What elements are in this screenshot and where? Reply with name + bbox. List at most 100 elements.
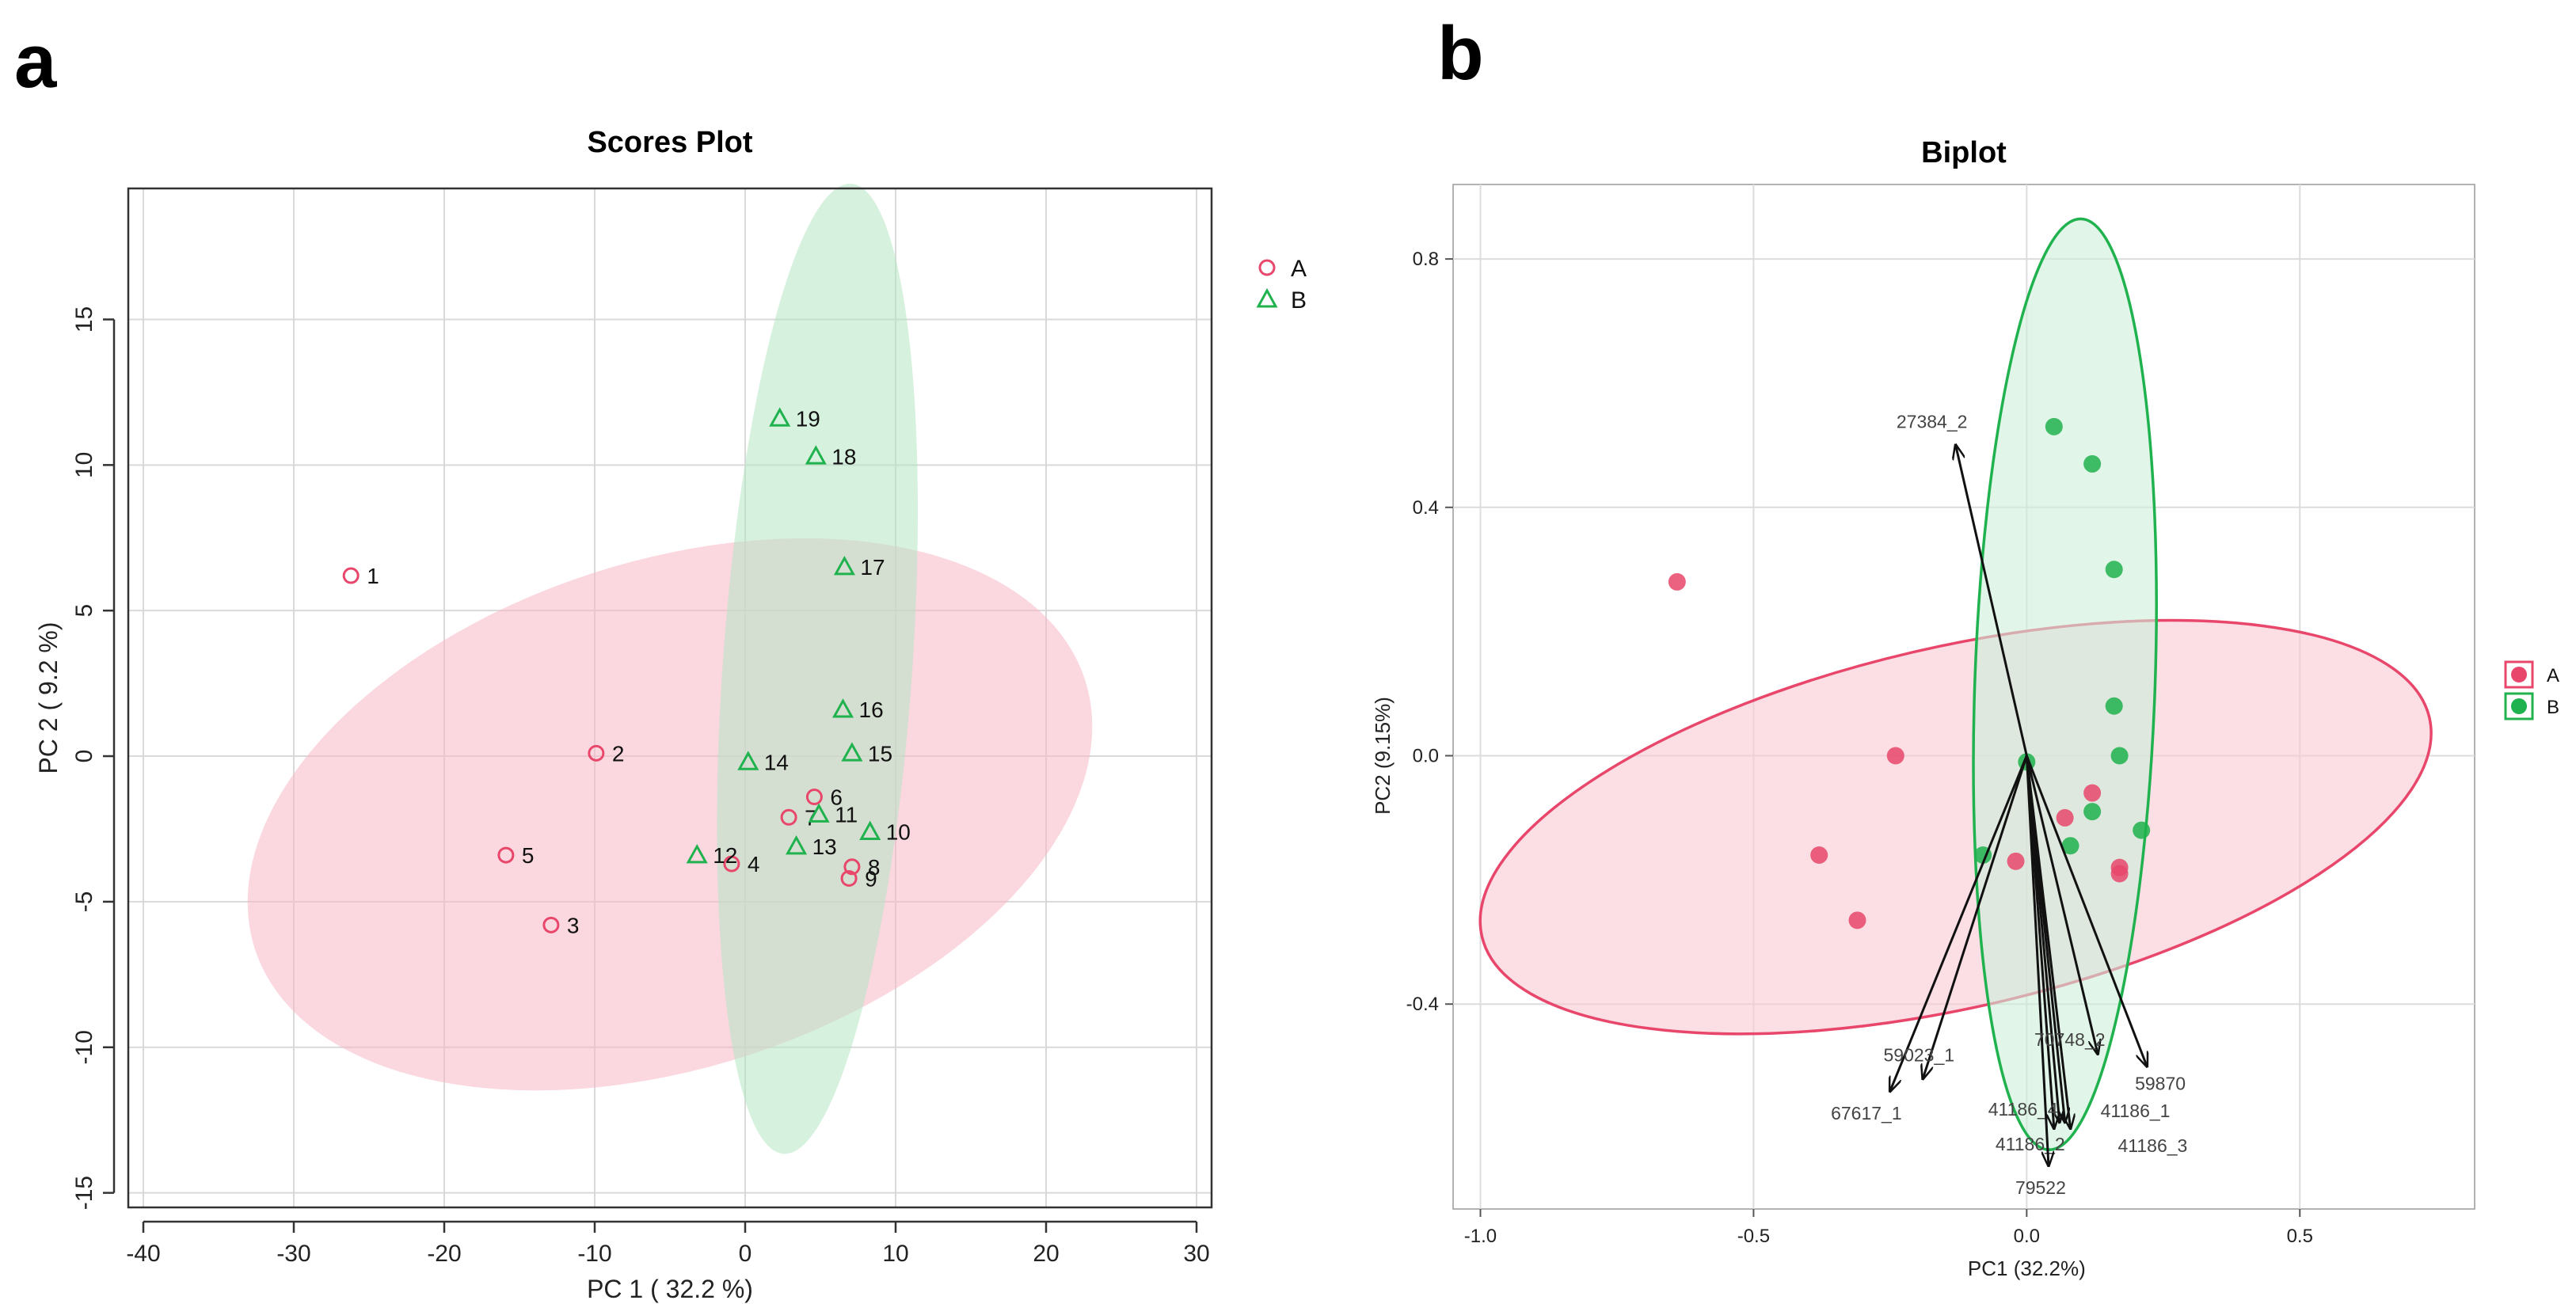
- legend-label-A: A: [1291, 256, 1307, 282]
- point-B: [808, 803, 830, 823]
- point-label: 1: [367, 564, 379, 588]
- chart-title: Biplot: [1921, 136, 2007, 169]
- loading-label: 41186_3: [2118, 1135, 2188, 1156]
- point-label: 9: [865, 866, 877, 891]
- y-tick-label: 10: [71, 452, 97, 478]
- point-label: 10: [886, 820, 911, 845]
- y-axis-label: PC 2 ( 9.2 %): [34, 622, 63, 774]
- point-A: [2007, 852, 2025, 870]
- point-A: [840, 869, 858, 887]
- y-tick-label: -10: [71, 1030, 97, 1064]
- point-B: [2083, 803, 2102, 821]
- y-tick-label: 5: [71, 604, 97, 618]
- x-tick-label: 0.0: [2014, 1226, 2040, 1247]
- panel-label-b: b: [1437, 11, 1484, 96]
- point-label: 13: [812, 834, 837, 859]
- point-B: [2110, 747, 2129, 765]
- loading-label: 67617_1: [1831, 1103, 1902, 1123]
- point-B: [2045, 417, 2063, 435]
- x-tick-label: 30: [1183, 1241, 1209, 1267]
- point-B: [2061, 837, 2079, 855]
- x-tick-label: -40: [126, 1241, 160, 1267]
- point-label: 11: [835, 803, 858, 827]
- legend-box-A: [2504, 660, 2534, 689]
- loading-arrow: [1956, 445, 2028, 756]
- point-label: 2: [612, 741, 625, 766]
- x-tick-label: -1.0: [1464, 1226, 1497, 1247]
- biplot: Biplot -1.0 -0.5 0.0 0.5 PC1 (32.2%) -0.4 0.0 0.…: [1371, 136, 2559, 1280]
- point-label: 15: [868, 741, 892, 766]
- point-A: [542, 916, 560, 933]
- point-A: [1810, 846, 1828, 864]
- point-label: 6: [830, 785, 843, 810]
- x-tick-label: -0.5: [1737, 1226, 1770, 1247]
- point-label: 14: [764, 750, 789, 774]
- x-tick-label: 0: [739, 1241, 752, 1267]
- point-B: [2083, 454, 2102, 473]
- point-A: [780, 808, 797, 826]
- x-tick-label: -10: [577, 1241, 611, 1267]
- point-A: [723, 855, 740, 873]
- point-label: 12: [713, 843, 737, 868]
- legend-label-A: A: [2547, 665, 2559, 686]
- y-tick-label: 0.0: [1413, 746, 1439, 767]
- legend-marker-A: [1258, 259, 1276, 276]
- loading-label: 41186_2: [1996, 1134, 2065, 1154]
- point-A: [805, 789, 823, 806]
- point-label: 16: [859, 698, 884, 722]
- point-A: [342, 567, 360, 584]
- point-B: [805, 445, 827, 465]
- loading-arrow: [1890, 755, 2028, 1091]
- point-A: [1848, 911, 1866, 930]
- legend-label-B: B: [2547, 697, 2559, 718]
- x-tick-label: -20: [427, 1241, 461, 1267]
- loading-arrow: [2025, 755, 2070, 1129]
- point-A: [497, 846, 515, 864]
- loading-arrow: [1923, 755, 2028, 1079]
- loading-arrow: [2025, 755, 2098, 1054]
- point-B: [859, 820, 881, 840]
- loading-label: 27384_2: [1897, 411, 1968, 431]
- point-B: [833, 555, 855, 576]
- y-tick-label: 0.8: [1413, 249, 1439, 270]
- y-tick-label: 0.4: [1413, 497, 1439, 519]
- loading-label: 59870: [2135, 1074, 2186, 1094]
- y-tick-label: -15: [71, 1176, 97, 1210]
- point-B: [737, 751, 759, 770]
- point-A: [2083, 784, 2102, 802]
- point-label: 7: [805, 805, 817, 830]
- y-tick-label: -0.4: [1406, 994, 1439, 1015]
- legend-marker-B: [1256, 287, 1278, 308]
- loading-label: 41186_4: [1988, 1099, 2058, 1120]
- point-label: 4: [748, 852, 760, 876]
- panel-label-a: a: [14, 19, 57, 104]
- point-label: 5: [522, 843, 535, 868]
- point-B: [786, 834, 808, 855]
- x-tick-label: -30: [276, 1241, 310, 1267]
- confidence-ellipse-B: [717, 184, 919, 1154]
- legend-label-B: B: [1291, 287, 1307, 314]
- point-A: [588, 744, 605, 762]
- loading-label: 59023_1: [1883, 1044, 1954, 1065]
- x-axis-label: PC 1 ( 32.2 %): [587, 1275, 753, 1303]
- point-B: [841, 742, 863, 762]
- point-A: [843, 858, 861, 876]
- point-label: 18: [831, 444, 856, 469]
- point-B: [831, 698, 854, 718]
- loading-arrow: [2025, 755, 2059, 1123]
- point-label: 19: [796, 406, 820, 431]
- point-A: [2110, 865, 2129, 883]
- loading-label: 79522: [2015, 1177, 2066, 1198]
- y-tick-label: 15: [71, 306, 97, 333]
- point-label: 17: [860, 555, 885, 580]
- point-A: [2056, 808, 2074, 827]
- point-B: [769, 407, 791, 427]
- point-B: [686, 843, 708, 864]
- loading-label: 41186_1: [2101, 1101, 2171, 1121]
- point-A: [1886, 747, 1904, 765]
- point-B: [2133, 821, 2151, 839]
- legend-marker-B: [2511, 698, 2527, 714]
- x-axis-label: PC1 (32.2%): [1968, 1256, 2086, 1280]
